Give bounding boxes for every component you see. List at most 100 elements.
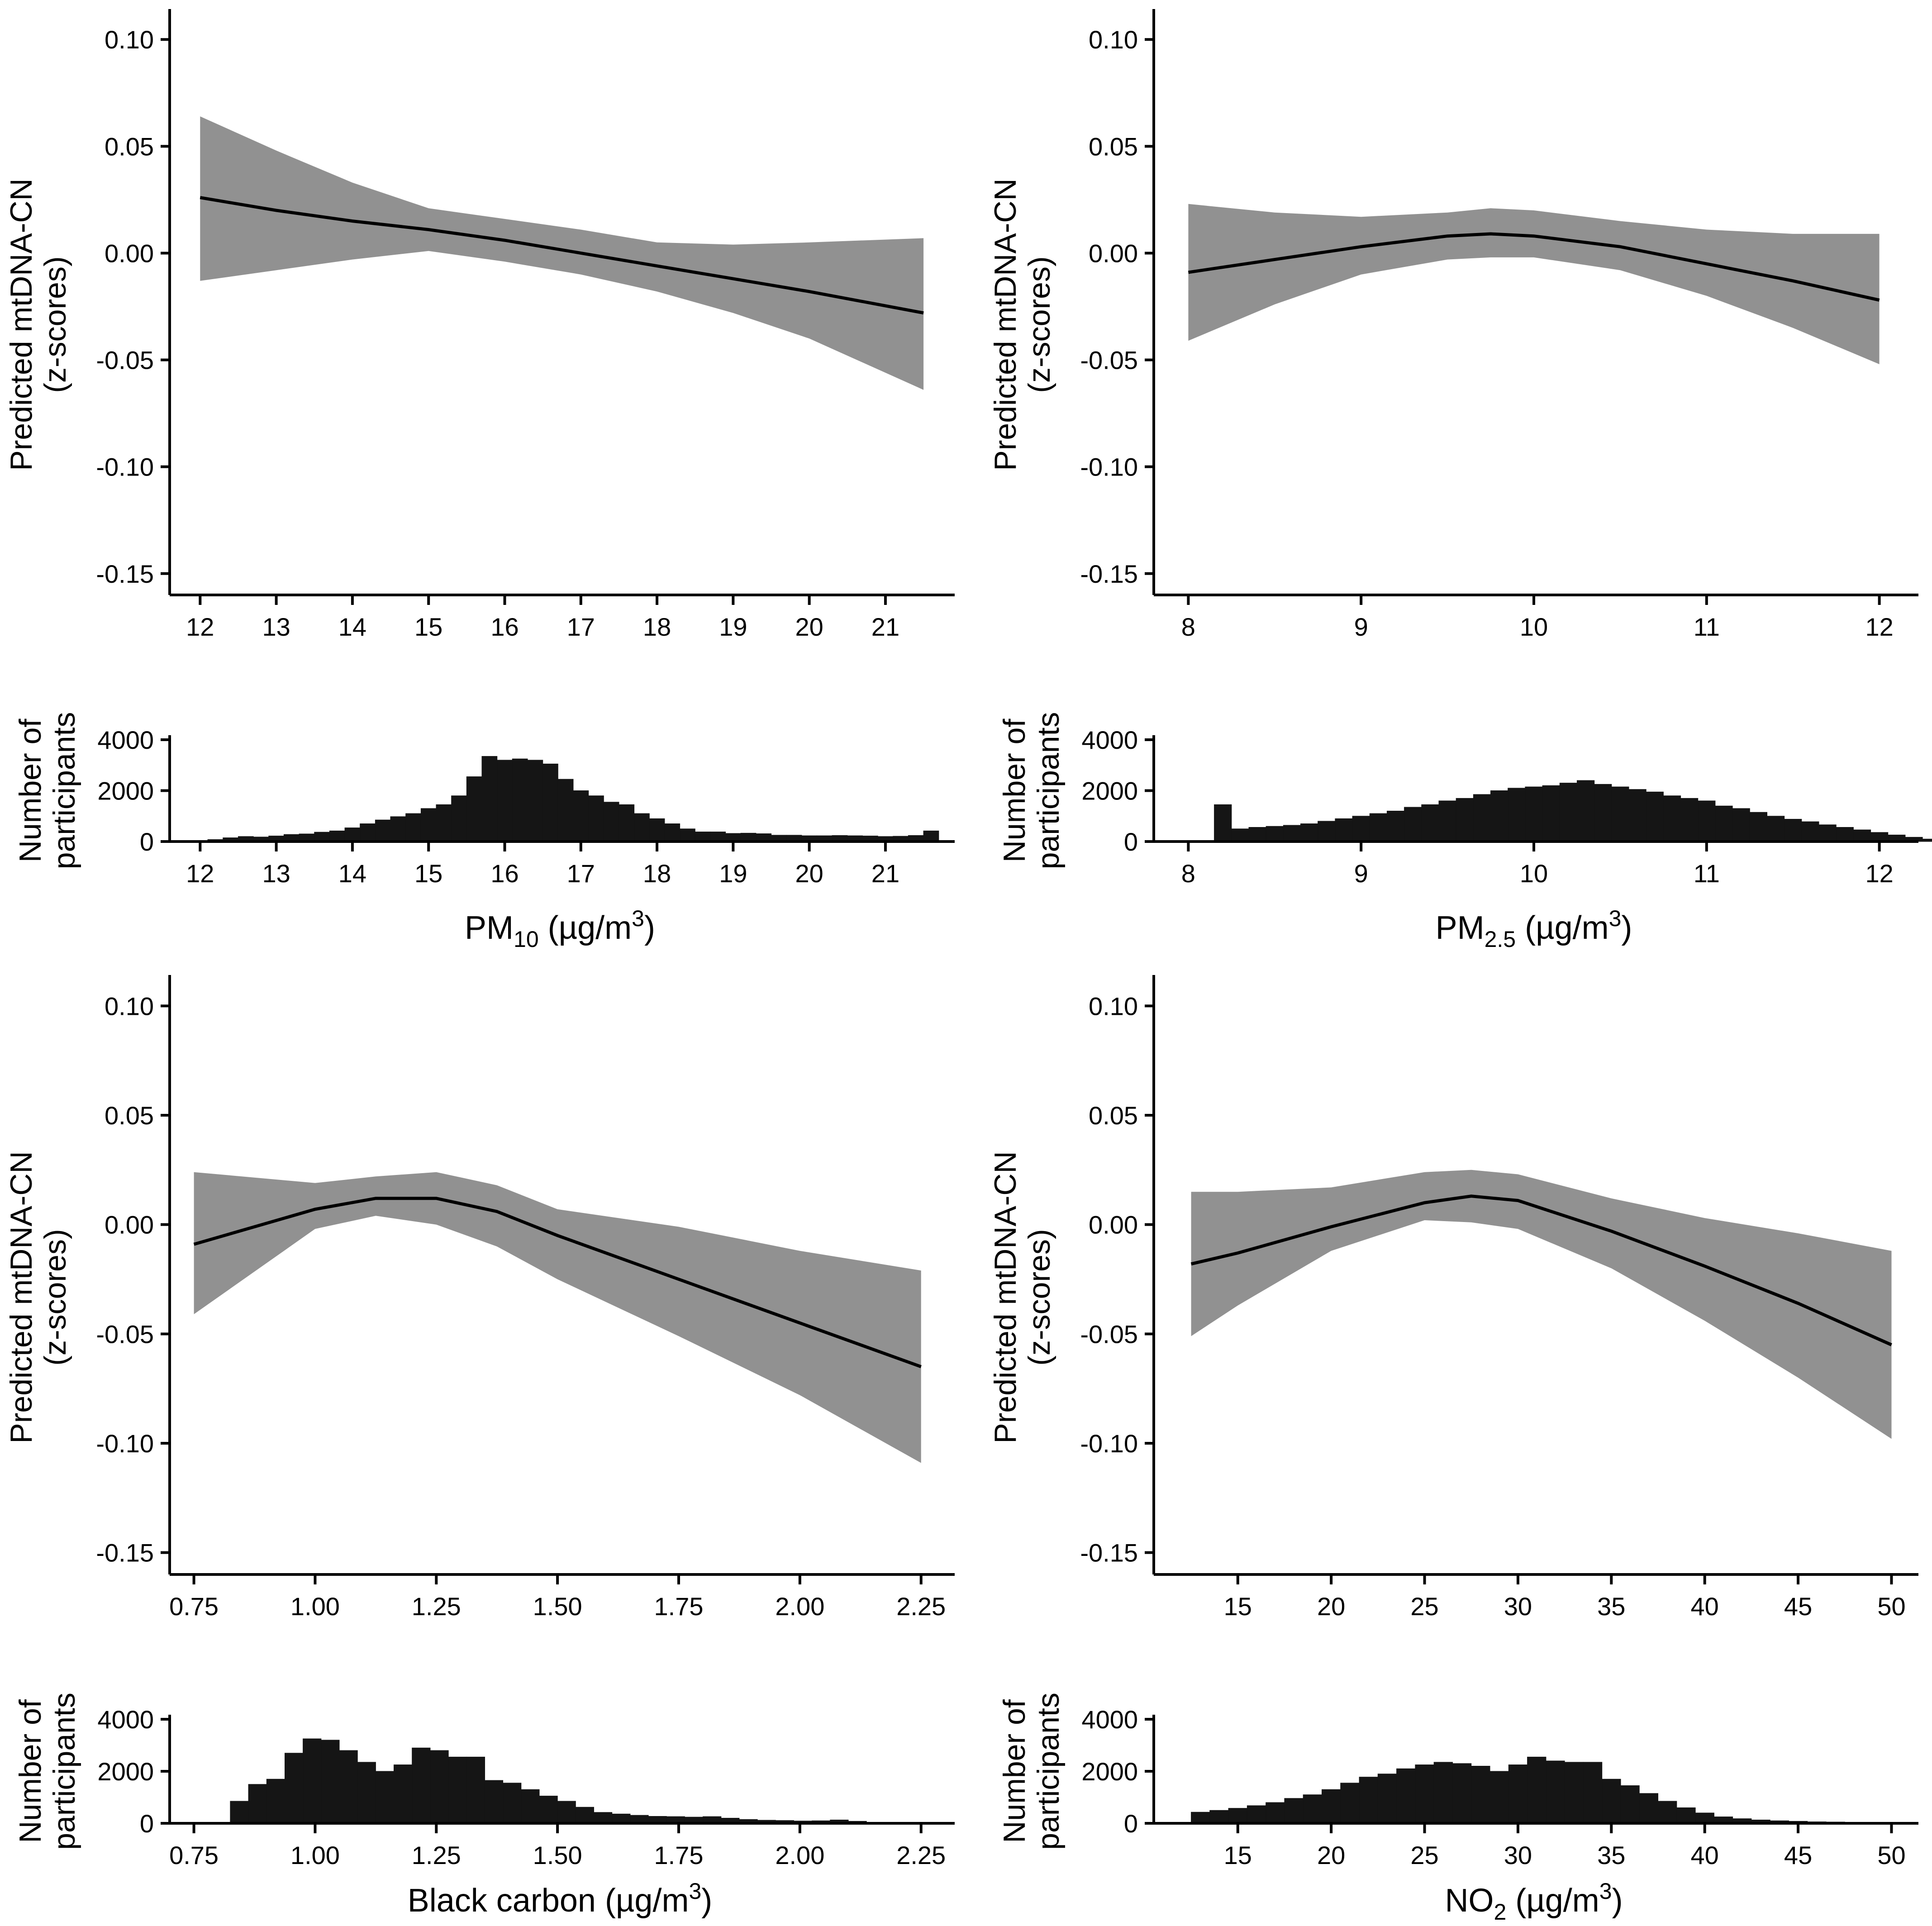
histogram-bar [1359,1777,1378,1824]
histogram-bar [1415,1764,1434,1824]
hist-x-tick-label: 2.25 [896,1841,946,1869]
histogram-bar [1387,811,1405,842]
x-label-superscript: 3 [689,1878,701,1904]
histogram-bar [497,760,513,842]
histogram-bar [573,790,589,842]
x-tick-label: 15 [1224,1592,1252,1621]
x-tick-label: 9 [1354,613,1368,641]
hist-x-tick-label: 11 [1694,859,1720,888]
hist-y-axis-label-2: participants [47,712,81,870]
hist-x-tick-label: 18 [643,859,671,888]
histogram-bar [1542,785,1560,842]
histogram-bar [1784,819,1802,842]
y-tick-label: 0.10 [105,25,154,54]
x-label-text: (µg/m [1516,910,1609,946]
hist-y-tick-label: 4000 [1081,1705,1138,1734]
hist-x-tick-label: 15 [414,859,443,888]
x-tick-label: 20 [1317,1592,1345,1621]
histogram-bar [375,819,391,842]
x-tick-label: 8 [1181,613,1195,641]
y-tick-label: -0.10 [1080,1429,1138,1458]
x-axis-label: Black carbon (µg/m3) [408,1878,713,1919]
x-tick-label: 1.50 [533,1592,582,1621]
hist-x-tick-label: 16 [490,859,519,888]
histogram-bar [1546,1760,1565,1824]
x-label-text: ) [1621,910,1632,946]
hist-x-tick-label: 1.50 [533,1841,582,1869]
histogram-bar [329,830,345,842]
histogram-bar [1611,786,1629,842]
histogram-bar [542,763,558,842]
x-tick-label: 19 [719,613,747,641]
histogram-bars [1191,1756,1883,1824]
x-tick-label: 0.75 [169,1592,219,1621]
histogram-bar [375,1771,395,1824]
y-tick-label: 0.00 [1089,1211,1138,1239]
x-tick-label: 50 [1877,1592,1905,1621]
histogram-bar [357,1762,376,1824]
histogram-bar [436,804,452,842]
y-axis-label-units: (z-scores) [38,256,72,393]
hist-x-tick-label: 50 [1877,1841,1905,1869]
hist-x-tick-label: 45 [1784,1841,1812,1869]
histogram-bar [539,1796,558,1824]
histogram-bars [192,756,939,842]
x-tick-label: 20 [795,613,823,641]
histogram-bar [1594,784,1612,842]
x-tick-label: 1.00 [290,1592,340,1621]
x-axis-label: NO2 (µg/m3) [1445,1878,1623,1925]
histogram-bar [451,795,467,842]
fit-line [200,196,924,315]
histogram-bar [1676,1807,1696,1824]
hist-y-tick-label: 2000 [97,1757,154,1786]
histogram-bar [664,823,680,842]
hist-x-tick-label: 19 [719,859,747,888]
x-label-text: PM [465,910,514,946]
histogram-bar [1922,838,1932,842]
hist-y-tick-label: 0 [1124,827,1138,856]
histogram-bar [1628,789,1646,842]
histogram-bar [521,1789,540,1824]
y-axis-label-units: (z-scores) [1022,1229,1056,1365]
hist-x-tick-label: 12 [1865,859,1893,888]
x-tick-label: 35 [1597,1592,1625,1621]
histogram-bar [1283,825,1301,842]
histogram-bar [405,813,421,842]
hist-x-tick-label: 1.25 [412,1841,461,1869]
hist-x-tick-label: 20 [1317,1841,1345,1869]
histogram-bars [230,1738,867,1824]
histogram-bar [1620,1785,1640,1824]
y-tick-label: 0.00 [105,1211,154,1239]
histogram-bar [1209,1810,1229,1824]
histogram-bar [1228,1808,1247,1824]
y-tick-label: 0.05 [105,132,154,161]
histogram-bar [321,1740,340,1824]
y-tick-label: -0.10 [96,1429,154,1458]
hist-x-tick-label: 14 [338,859,366,888]
x-tick-label: 1.25 [412,1592,461,1621]
histogram-bar [1564,1762,1584,1824]
histogram-bar [1695,1812,1714,1824]
histogram-bar [588,795,604,842]
histogram-bar [1658,1801,1677,1824]
y-tick-label: -0.15 [1080,1539,1138,1567]
histogram-bar [575,1807,595,1824]
x-tick-label: 45 [1784,1592,1812,1621]
fit-line [1188,232,1880,302]
histogram-bar [412,1747,431,1824]
x-tick-label: 13 [262,613,290,641]
histogram-bar [1471,1766,1490,1824]
hist-y-axis-label-2: participants [47,1693,81,1850]
x-label-text: (µg/m [1506,1883,1599,1919]
histogram-bar [1525,786,1543,842]
hist-x-tick-label: 13 [262,859,290,888]
hist-y-tick-label: 2000 [1081,1757,1138,1786]
confidence-band [1188,204,1880,364]
x-tick-label: 30 [1504,1592,1532,1621]
x-label-text: (µg/m [596,1883,689,1919]
y-tick-label: -0.05 [1080,346,1138,375]
y-tick-label: 0.10 [1089,992,1138,1020]
x-label-text: (µg/m [539,910,632,946]
histogram-bar [1433,1762,1453,1824]
hist-x-tick-label: 35 [1597,1841,1625,1869]
